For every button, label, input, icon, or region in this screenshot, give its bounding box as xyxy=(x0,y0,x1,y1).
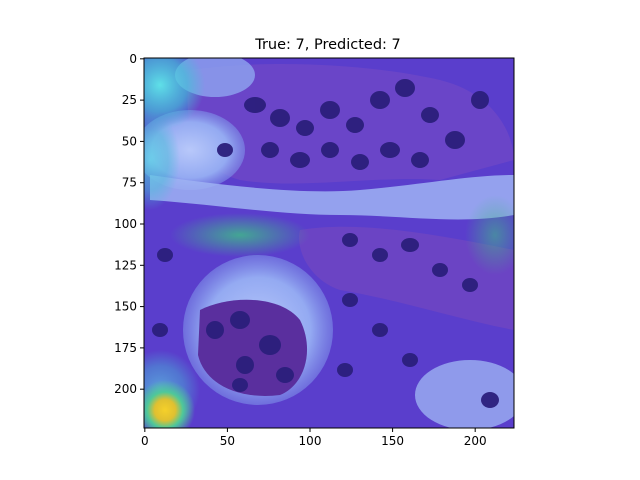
y-tick-label: 200 xyxy=(114,382,137,396)
y-axis: 0 25 50 75 100 125 150 175 200 xyxy=(114,52,144,396)
x-tick-label: 150 xyxy=(381,434,404,448)
x-tick-label: 200 xyxy=(464,434,487,448)
y-tick-label: 100 xyxy=(114,217,137,231)
y-tick-label: 25 xyxy=(122,93,137,107)
x-tick-label: 50 xyxy=(220,434,235,448)
plot-title: True: 7, Predicted: 7 xyxy=(254,37,401,53)
x-axis: 0 50 100 150 200 xyxy=(141,428,487,448)
x-tick-label: 100 xyxy=(299,434,322,448)
axes-frame xyxy=(143,57,515,429)
y-tick-label: 125 xyxy=(114,258,137,272)
y-tick-label: 150 xyxy=(114,300,137,314)
y-tick-label: 175 xyxy=(114,341,137,355)
y-tick-label: 75 xyxy=(122,176,137,190)
y-tick-label: 50 xyxy=(122,134,137,148)
histology-heatmap-image xyxy=(144,58,514,428)
x-tick-label: 0 xyxy=(141,434,149,448)
y-tick-label: 0 xyxy=(129,52,137,66)
